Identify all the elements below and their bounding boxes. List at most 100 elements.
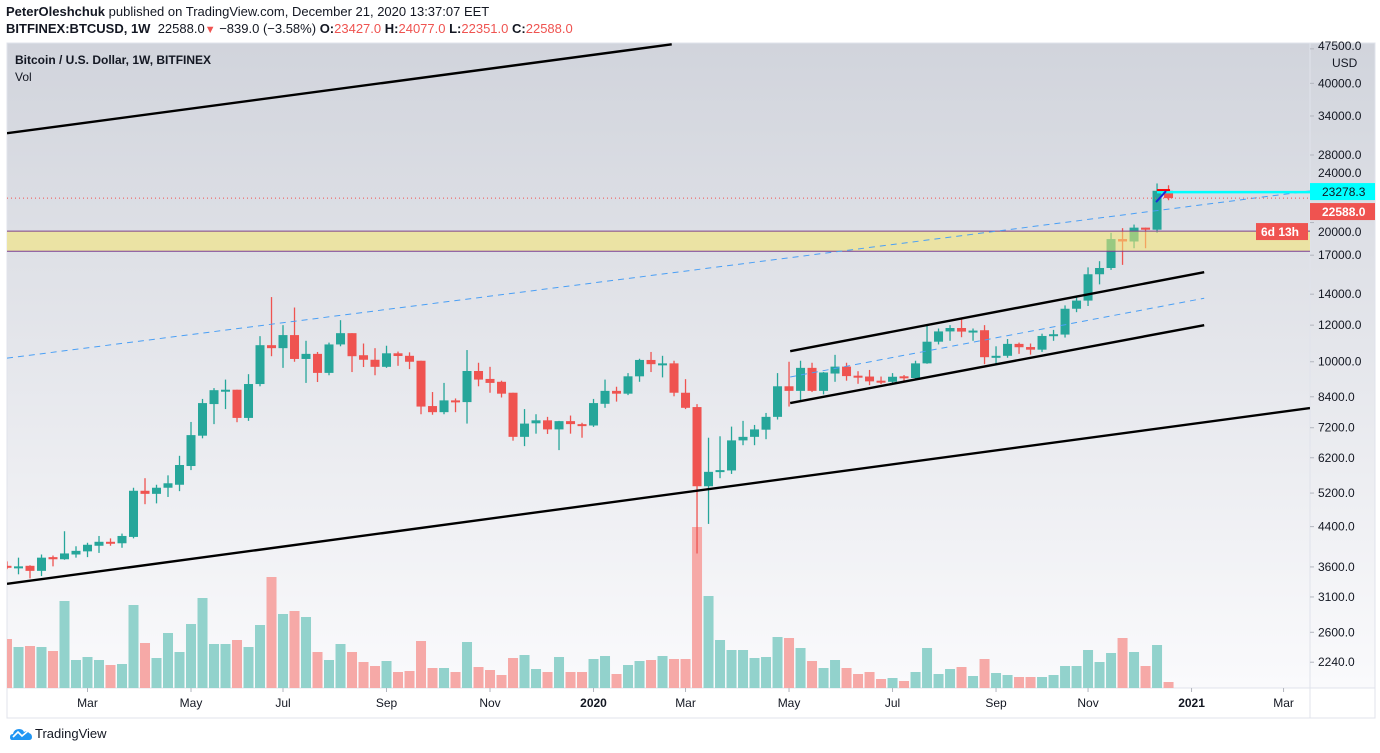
channel-upper-line[interactable]: [789, 271, 1205, 353]
volume-bar: [749, 658, 760, 688]
volume-bar: [623, 665, 634, 688]
time-axis[interactable]: Mar May Jul Sep Nov 2020 Mar May Jul Sep Nov 2021 Ma…: [77, 688, 1294, 710]
candle-body: [692, 407, 702, 487]
candle-body: [830, 366, 840, 374]
volume-bar: [496, 675, 507, 688]
volume-bar: [140, 643, 151, 688]
price-tick-label: 2240.0: [1318, 655, 1355, 669]
candle-body: [290, 335, 300, 359]
volume-bar: [358, 662, 369, 688]
level-price-label-bg: [1310, 183, 1375, 201]
volume-bar: [289, 611, 300, 688]
volume-bar: [853, 674, 864, 688]
volume-bar: [1071, 666, 1082, 688]
price-tick-label: 12000.0: [1318, 318, 1362, 332]
candle-up: [819, 372, 829, 395]
candle-body: [129, 490, 139, 537]
volume-bar: [968, 676, 979, 688]
tradingview-cloud-icon: [10, 728, 32, 740]
time-tick-label: Mar: [77, 696, 98, 710]
lower-trendline[interactable]: [7, 406, 1310, 585]
volume-bar: [7, 639, 12, 688]
volume-bar: [335, 644, 346, 688]
candle-body: [612, 390, 622, 394]
volume-bar: [945, 669, 956, 688]
volume-bar: [1106, 653, 1117, 688]
currency-label: USD: [1332, 56, 1358, 70]
candle-up: [152, 484, 162, 504]
candle-body: [991, 355, 1001, 358]
candle-up: [1049, 329, 1059, 341]
volume-bar: [772, 637, 783, 688]
volume-bar: [36, 647, 47, 688]
candle-up: [244, 374, 254, 421]
volume-bar: [278, 614, 289, 688]
volume-bar: [876, 679, 887, 688]
price-tick-label: 3100.0: [1318, 590, 1355, 604]
candle-up: [658, 355, 668, 378]
candle-body: [945, 327, 955, 332]
candle-body: [94, 541, 104, 546]
volume-bar: [1037, 677, 1048, 688]
candle-body: [888, 376, 898, 382]
candle-body: [25, 565, 35, 571]
volume-bar: [565, 672, 576, 688]
price-axis[interactable]: 47500.0 40000.0 34000.0 28000.0 24000.0 20000…: [1310, 39, 1375, 688]
volume-bar: [600, 656, 611, 688]
volume-bar: [71, 660, 82, 688]
bar-countdown-label: 6d 13h: [1261, 225, 1299, 239]
symbol-info: BITFINEX:BTCUSD, 1W 22588.0▼ −839.0 (−3.…: [6, 21, 573, 36]
candle-body: [796, 367, 806, 391]
volume-bar: [761, 657, 772, 688]
candle-body: [278, 335, 288, 349]
volume-bar: [508, 658, 519, 688]
candle-down: [393, 351, 403, 366]
volume-bar: [1152, 645, 1163, 688]
candle-body: [819, 372, 829, 391]
volume-bar: [611, 674, 622, 688]
candle-body: [416, 360, 426, 407]
volume-bar: [94, 660, 105, 688]
tradingview-logo[interactable]: TradingView: [10, 726, 107, 741]
candle-body: [186, 435, 196, 467]
resistance-zone[interactable]: [7, 231, 1310, 252]
candle-down: [508, 392, 518, 441]
volume-bar: [715, 640, 726, 688]
price-tick-label: 8400.0: [1318, 390, 1355, 404]
plot-area[interactable]: [2, 43, 1370, 688]
volume-bar: [554, 657, 565, 688]
low-value: 22351.0: [461, 21, 509, 36]
author-name[interactable]: PeterOleshchuk: [6, 4, 105, 19]
time-tick-label: Mar: [675, 696, 696, 710]
candle-body: [589, 403, 599, 426]
candle-down: [876, 376, 886, 385]
candle-down: [853, 371, 863, 384]
candle-down: [405, 352, 415, 370]
channel-lower-line[interactable]: [789, 323, 1205, 405]
channel-mid-line[interactable]: [790, 297, 1205, 378]
volume-bar: [255, 625, 266, 688]
volume-bar: [393, 672, 404, 688]
candle-up: [60, 531, 70, 560]
drawings[interactable]: [7, 43, 1370, 585]
candle-body: [1072, 300, 1082, 309]
candle-body: [738, 436, 748, 441]
upper-trendline[interactable]: [7, 43, 672, 135]
time-tick-label: Nov: [1077, 696, 1098, 710]
candle-body: [1106, 239, 1116, 268]
volume-bar: [163, 633, 174, 688]
dashed-trendline[interactable]: [7, 183, 1370, 359]
candle-down: [485, 366, 495, 393]
candle-body: [853, 375, 863, 378]
candle-body: [807, 367, 817, 391]
candle-up: [71, 546, 81, 558]
price-tick-label: 5200.0: [1318, 486, 1355, 500]
candle-body: [934, 331, 944, 342]
volume-bar: [48, 651, 59, 688]
candle-down: [313, 351, 323, 383]
candle-up: [175, 455, 185, 492]
price-tick-label: 7200.0: [1318, 421, 1355, 435]
candle-up: [439, 382, 449, 415]
candle-body: [428, 406, 438, 413]
